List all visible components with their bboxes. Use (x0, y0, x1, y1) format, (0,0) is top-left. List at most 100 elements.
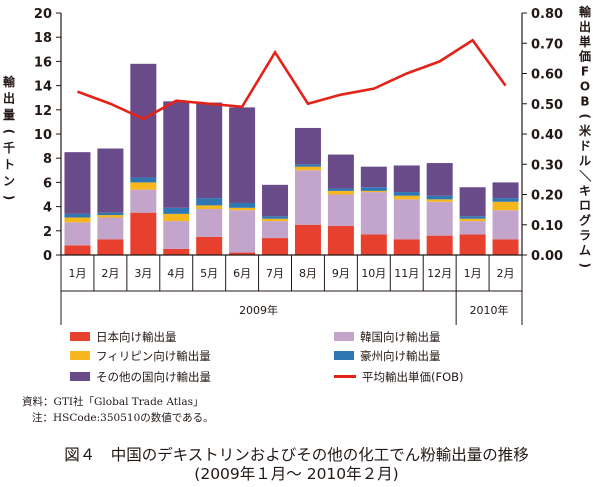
bar-5-1 (64, 152, 91, 214)
y-right-tick-3: 0.30 (531, 158, 563, 173)
y-right-tick-6: 0.60 (531, 68, 563, 83)
bar-2-14 (492, 210, 519, 240)
y-left-tick-0: 0 (43, 249, 52, 264)
y-right-axis-title-char-16: ム (579, 243, 591, 257)
y-left-tick-10: 20 (34, 7, 52, 22)
y-left-tick-8: 16 (34, 55, 52, 70)
bar-1-4 (163, 248, 190, 255)
category-label-13: 1月 (464, 267, 482, 280)
bar-4-7 (262, 216, 289, 219)
y-right-tick-4: 0.40 (531, 128, 563, 143)
category-label-9: 9月 (332, 267, 350, 280)
figure-caption-period: (2009年１月～ 2010年２月) (194, 465, 399, 483)
y-left-axis-title-char-2: 量 (3, 108, 15, 122)
bar-5-14 (492, 182, 519, 199)
y-left-axis-title-char-3: ( (2, 129, 16, 134)
bar-4-5 (196, 198, 223, 206)
avg-price-line (77, 38, 507, 121)
category-label-2: 2月 (101, 267, 119, 280)
y-right-axis-title-char-12: キ (579, 184, 591, 198)
source-note: 資料：GTI社「Global Trade Atlas」 (22, 396, 204, 408)
y-right-axis-title-char-14: グ (579, 213, 591, 228)
y-right-axis-title-char-10: ル (579, 154, 591, 168)
bar-3-1 (64, 217, 91, 223)
bar-1-10 (360, 234, 387, 255)
bar-1-7 (262, 238, 289, 255)
category-label-7: 7月 (266, 267, 284, 280)
legend-item-avg-price: 平均輸出単価(FOB) (334, 370, 464, 384)
bar-4-12 (426, 195, 453, 200)
category-label-3: 3月 (134, 267, 152, 280)
bar-3-2 (97, 215, 124, 218)
y-right-axis-title-char-13: ロ (579, 199, 591, 213)
bar-5-9 (327, 154, 354, 189)
legend-label-avg-price: 平均輸出単価(FOB) (362, 370, 464, 384)
y-left-axis-title-char-4: 千 (3, 140, 15, 155)
bar-1-9 (327, 225, 354, 255)
y-right-tick-2: 0.20 (531, 189, 563, 204)
legend-item-philippines: フィリピン向け輸出量 (70, 349, 211, 363)
bar-5-8 (294, 127, 321, 165)
y-right-axis-title-char-3: 価 (578, 49, 591, 64)
bar-4-11 (393, 192, 420, 196)
bars-layer (64, 63, 519, 255)
y-left-axis-title-char-0: 輸 (3, 74, 16, 89)
bar-5-11 (393, 165, 420, 193)
y-left-tick-6: 12 (34, 104, 52, 119)
bar-2-7 (262, 221, 289, 239)
y-left-tick-4: 8 (43, 152, 52, 167)
bar-4-14 (492, 198, 519, 202)
bar-5-12 (426, 163, 453, 196)
legend-label-others: その他の国向け輸出量 (96, 370, 211, 384)
y-right-axis-title-char-7: ( (578, 114, 592, 119)
bar-3-8 (294, 166, 321, 171)
bar-1-1 (64, 245, 91, 255)
y-left-tick-3: 6 (43, 176, 52, 191)
bar-2-13 (459, 221, 486, 235)
legend-swatch-philippines (70, 351, 90, 360)
bar-1-2 (97, 239, 124, 255)
y-right-axis-title-char-11: ／ (578, 170, 593, 182)
hscode-note: 注：HSCode:350510の数値である。 (32, 412, 214, 424)
y-right-tick-1: 0.10 (531, 219, 563, 234)
bar-1-3 (130, 212, 157, 255)
bar-2-6 (229, 210, 256, 253)
y-left-axis-title-char-6: ン (3, 174, 15, 188)
bar-4-10 (360, 187, 387, 191)
y-left-axis-title-char-1: 出 (3, 91, 15, 106)
bar-4-3 (130, 177, 157, 183)
bar-3-11 (393, 195, 420, 200)
bar-4-2 (97, 212, 124, 216)
bar-5-6 (229, 107, 256, 203)
y-left-tick-2: 4 (43, 201, 52, 216)
bar-2-3 (130, 189, 157, 213)
bar-1-11 (393, 239, 420, 255)
bar-4-8 (294, 164, 321, 167)
y-right-tick-7: 0.70 (531, 37, 563, 52)
y-left-axis-title: 輸出量 (千トン) (2, 74, 16, 200)
category-label-11: 11月 (394, 267, 419, 280)
bar-3-14 (492, 201, 519, 211)
bar-2-10 (360, 192, 387, 235)
bar-3-10 (360, 190, 387, 193)
category-label-6: 6月 (233, 267, 251, 280)
y-right-axis-title-char-2: 単 (579, 34, 591, 49)
bar-2-12 (426, 201, 453, 236)
y-right-axis-title-char-9: ド (579, 139, 591, 153)
bar-1-14 (492, 239, 519, 255)
bar-5-13 (459, 187, 486, 217)
legend-swatch-korea (334, 332, 354, 341)
y-left-axis-title-char-7: ) (2, 195, 16, 200)
legend-item-others: その他の国向け輸出量 (70, 370, 211, 384)
labels-layer: 0 2 4 6 8 10 12 14 16 18 20 0.00 0.10 0.20 0.30 0.40 0.5… (2, 4, 593, 317)
y-right-axis-title-char-1: 出 (579, 19, 591, 34)
bar-3-4 (163, 213, 190, 222)
bar-5-4 (163, 101, 190, 208)
y-right-axis-title-char-17: ) (578, 263, 592, 268)
legend-swatch-japan (70, 332, 90, 341)
bar-3-9 (327, 190, 354, 195)
bar-1-5 (196, 236, 223, 255)
y-right-axis-title-char-8: 米 (579, 123, 592, 138)
y-left-tick-5: 10 (34, 128, 52, 143)
y-right-axis-title-char-0: 輸 (579, 4, 592, 19)
